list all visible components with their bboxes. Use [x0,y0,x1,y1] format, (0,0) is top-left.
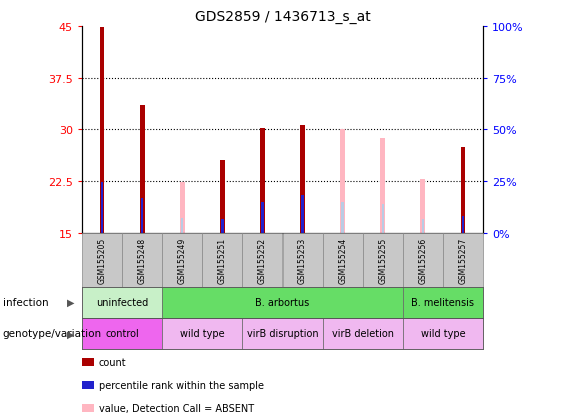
Text: GSM155256: GSM155256 [419,237,427,283]
Text: virB disruption: virB disruption [247,328,318,339]
Bar [221,223,224,233]
Text: virB deletion: virB deletion [332,328,394,339]
Text: genotype/variation: genotype/variation [3,328,102,339]
Text: GSM155257: GSM155257 [459,237,467,283]
Text: percentile rank within the sample: percentile rank within the sample [99,380,264,390]
Bar [340,129,345,233]
Bar [221,220,224,233]
Bar [300,126,305,233]
Text: GSM155252: GSM155252 [258,237,267,283]
Bar [101,183,103,233]
Bar [460,147,466,233]
Title: GDS2859 / 1436713_s_at: GDS2859 / 1436713_s_at [194,10,371,24]
Bar [420,180,425,233]
Bar [261,202,264,233]
Bar [462,220,464,233]
Bar [341,202,344,233]
Bar [99,28,105,233]
Text: GSM155251: GSM155251 [218,237,227,283]
Text: GSM155254: GSM155254 [338,237,347,283]
Bar [462,216,464,233]
Text: B. melitensis: B. melitensis [411,297,475,308]
Text: B. arbortus: B. arbortus [255,297,310,308]
Text: value, Detection Call = ABSENT: value, Detection Call = ABSENT [99,403,254,413]
Bar [421,220,424,233]
Text: wild type: wild type [421,328,465,339]
Text: GSM155249: GSM155249 [178,237,186,283]
Text: GSM155205: GSM155205 [98,237,106,283]
Text: infection: infection [3,297,49,308]
Bar [180,183,185,233]
Text: wild type: wild type [180,328,224,339]
Bar [140,106,145,233]
Bar [380,138,385,233]
Text: ▶: ▶ [67,297,75,308]
Bar [381,204,384,233]
Text: control: control [105,328,139,339]
Bar [301,195,304,233]
Text: GSM155255: GSM155255 [379,237,387,283]
Text: count: count [99,357,127,368]
Bar [260,129,265,233]
Text: ▶: ▶ [67,328,75,339]
Text: GSM155253: GSM155253 [298,237,307,283]
Text: GSM155248: GSM155248 [138,237,146,283]
Text: uninfected: uninfected [96,297,148,308]
Bar [141,199,144,233]
Bar [181,218,184,233]
Bar [220,161,225,233]
